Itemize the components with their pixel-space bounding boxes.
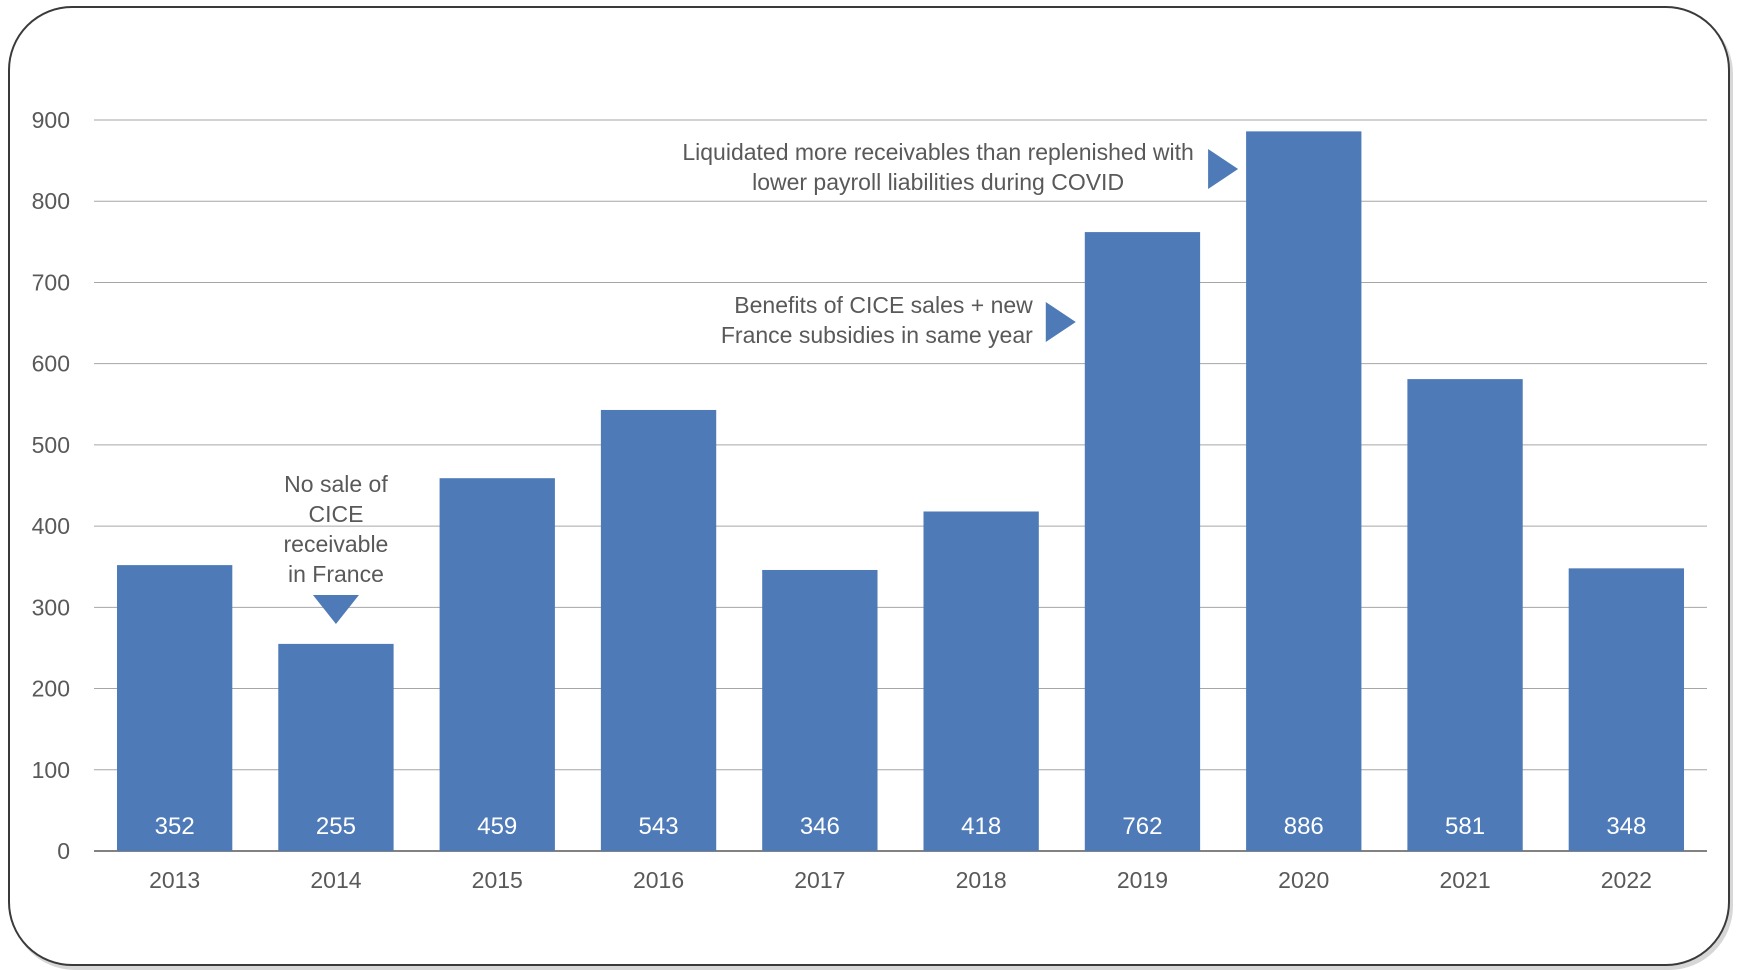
bar <box>762 569 878 851</box>
y-tick-label: 200 <box>32 676 70 702</box>
data-label: 762 <box>1122 813 1162 840</box>
right-arrow-icon <box>1045 302 1076 342</box>
annotation-text: receivable <box>284 531 389 557</box>
data-label: 348 <box>1606 813 1646 840</box>
y-tick-label: 500 <box>32 432 70 458</box>
annotation-2019: Benefits of CICE sales + new France subsi… <box>721 292 1076 348</box>
annotation-text: Benefits of CICE sales + new <box>734 292 1033 318</box>
annotation-text: Liquidated more receivables than repleni… <box>682 139 1193 165</box>
annotation-text: No sale of <box>284 471 388 497</box>
data-label: 346 <box>800 813 840 840</box>
bar-chart: 352 255 459 543 346 418 762 886 581 348 0 100 200 30… <box>32 107 1707 893</box>
data-label: 352 <box>155 813 195 840</box>
data-label: 418 <box>961 813 1001 840</box>
bars <box>116 131 1685 852</box>
x-tick-label: 2021 <box>1439 867 1490 893</box>
x-tick-label: 2019 <box>1117 867 1168 893</box>
y-tick-label: 700 <box>32 269 70 295</box>
x-tick-label: 2022 <box>1601 867 1652 893</box>
x-axis-ticks: 2013 2014 2015 2016 2017 2018 2019 2020 2021 2022 <box>149 867 1652 893</box>
data-label: 581 <box>1445 813 1485 840</box>
x-tick-label: 2015 <box>472 867 523 893</box>
annotation-text: lower payroll liabilities during COVID <box>752 169 1124 195</box>
bar <box>1084 232 1201 851</box>
annotation-2020: Liquidated more receivables than repleni… <box>682 139 1239 195</box>
data-label: 543 <box>639 813 679 840</box>
bar <box>116 565 233 851</box>
y-tick-label: 100 <box>32 757 70 783</box>
data-label: 886 <box>1284 813 1324 840</box>
x-tick-label: 2014 <box>310 867 361 893</box>
y-tick-label: 300 <box>32 594 70 620</box>
x-tick-label: 2016 <box>633 867 684 893</box>
annotation-text: in France <box>288 561 384 587</box>
x-tick-label: 2013 <box>149 867 200 893</box>
annotation-text: France subsidies in same year <box>721 322 1033 348</box>
y-tick-label: 900 <box>32 107 70 133</box>
bar <box>1407 379 1523 851</box>
x-tick-label: 2017 <box>794 867 845 893</box>
bar <box>278 643 394 851</box>
annotation-2014: No sale of CICE receivable in France <box>284 471 389 624</box>
data-label: 459 <box>477 813 517 840</box>
data-labels: 352 255 459 543 346 418 762 886 581 348 <box>155 813 1647 840</box>
y-tick-label: 600 <box>32 351 70 377</box>
bar <box>600 409 717 851</box>
bar <box>923 511 1039 851</box>
right-arrow-icon <box>1208 149 1239 189</box>
y-tick-label: 400 <box>32 513 70 539</box>
data-label: 255 <box>316 813 356 840</box>
annotations: No sale of CICE receivable in France Benefit… <box>284 139 1239 624</box>
bar <box>1246 131 1362 852</box>
y-tick-label: 800 <box>32 188 70 214</box>
x-tick-label: 2020 <box>1278 867 1329 893</box>
bar <box>439 478 555 851</box>
annotation-text: CICE <box>308 501 363 527</box>
x-tick-label: 2018 <box>956 867 1007 893</box>
y-tick-label: 0 <box>57 838 70 864</box>
down-arrow-icon <box>312 595 359 624</box>
y-axis-ticks: 0 100 200 300 400 500 600 700 800 900 <box>32 107 70 864</box>
bar <box>1568 568 1685 851</box>
